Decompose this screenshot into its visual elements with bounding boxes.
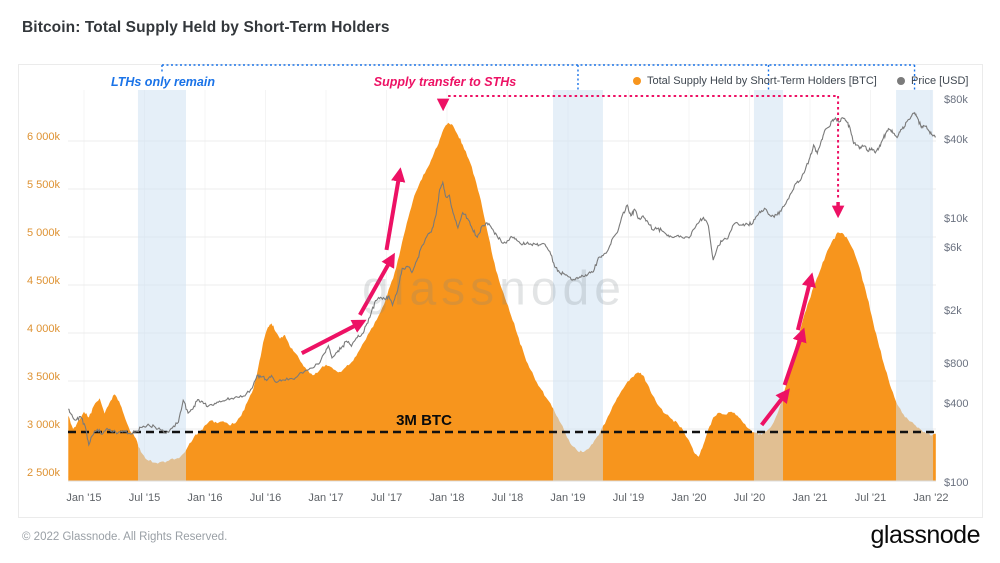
footer-copyright: © 2022 Glassnode. All Rights Reserved. <box>22 531 228 543</box>
page-title: Bitcoin: Total Supply Held by Short-Term… <box>22 19 390 36</box>
watermark: glassnode <box>362 262 626 316</box>
glassnode-logo: glassnode <box>870 521 981 549</box>
